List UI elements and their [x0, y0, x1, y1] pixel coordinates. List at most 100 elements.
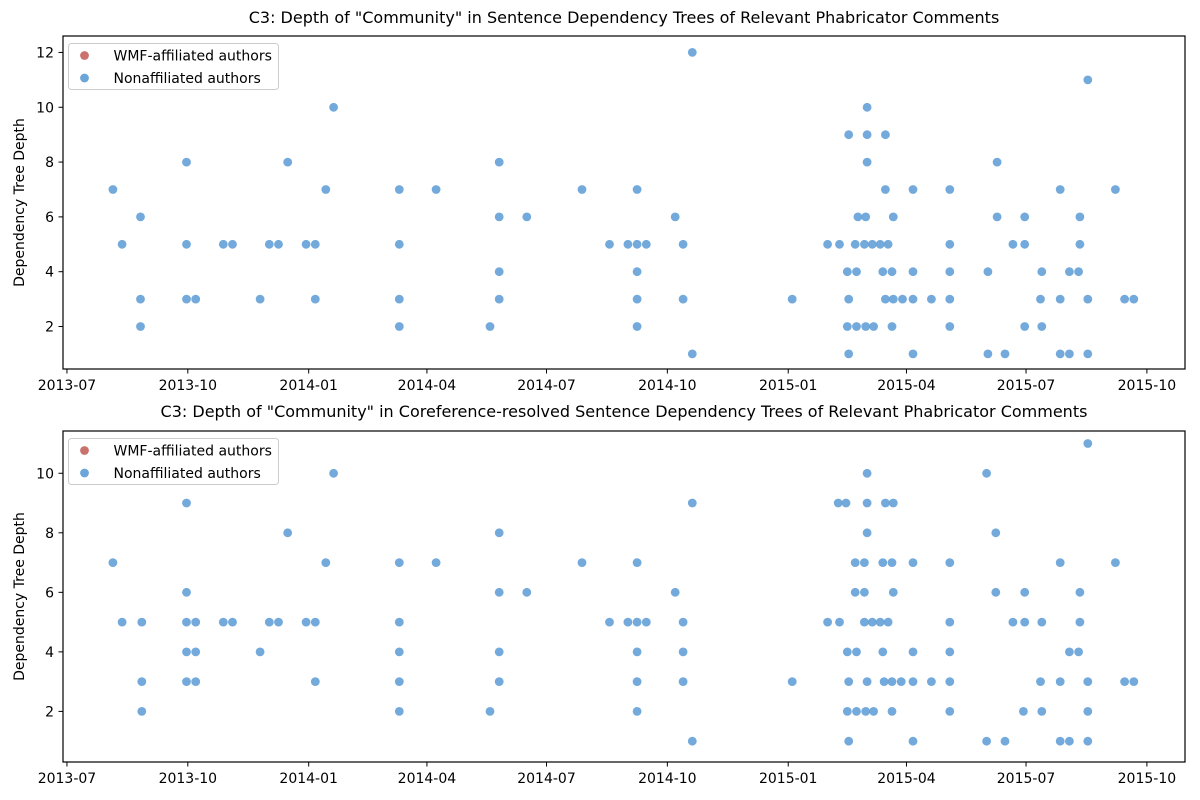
data-point [862, 130, 872, 140]
data-point [1020, 587, 1030, 597]
data-point [862, 498, 872, 508]
data-point [1037, 707, 1047, 716]
data-point [494, 157, 504, 167]
data-point [867, 239, 877, 249]
x-tick-label: 2013-07 [38, 378, 97, 394]
data-point [283, 157, 293, 167]
data-point [945, 707, 955, 716]
data-point [641, 239, 651, 249]
legend: WMF-affiliated authors Nonaffiliated auth… [68, 438, 279, 485]
data-point [887, 707, 897, 716]
data-point [1008, 239, 1018, 249]
data-point [881, 130, 890, 140]
data-point [1111, 185, 1120, 194]
data-point [494, 267, 504, 277]
data-point [522, 587, 532, 597]
x-tick-label: 2014-07 [517, 771, 576, 787]
axes-spines [62, 430, 1186, 763]
data-point [255, 294, 265, 304]
data-point [908, 185, 918, 194]
data-point [117, 239, 127, 249]
data-point [494, 677, 504, 686]
series-nonaffiliated-authors [108, 439, 1139, 746]
data-point [908, 677, 918, 686]
data-point [787, 294, 797, 304]
data-point [1055, 185, 1065, 194]
data-point [1055, 294, 1065, 304]
data-point [632, 294, 642, 304]
data-point [860, 587, 869, 597]
data-point [678, 617, 688, 627]
data-point [1020, 617, 1030, 627]
data-point [1020, 212, 1030, 222]
data-point [1055, 349, 1065, 359]
data-point [862, 528, 872, 538]
data-point [844, 349, 854, 359]
legend-label: Nonaffiliated authors [114, 71, 261, 87]
data-point [218, 239, 228, 249]
data-point [908, 558, 918, 567]
data-point [835, 617, 844, 627]
data-point [632, 185, 642, 194]
x-tick-label: 2014-04 [398, 771, 457, 787]
data-point [687, 48, 697, 57]
x-tick-label: 2013-07 [38, 771, 97, 787]
data-point [1075, 587, 1085, 597]
data-point [908, 267, 918, 277]
data-point [137, 707, 147, 716]
data-point [861, 322, 871, 331]
data-point [945, 647, 955, 657]
legend-label: WMF-affiliated authors [114, 49, 272, 65]
data-point [844, 294, 854, 304]
data-point [1075, 239, 1085, 249]
x-tick-label: 2015-01 [759, 378, 818, 394]
data-point [983, 267, 993, 277]
data-point [182, 617, 191, 627]
legend-label: Nonaffiliated authors [114, 466, 261, 482]
data-point [678, 239, 688, 249]
legend-box [68, 43, 279, 90]
data-point [853, 212, 863, 222]
data-point [264, 617, 274, 627]
data-point [632, 617, 642, 627]
data-point [632, 707, 642, 716]
data-point [1020, 322, 1030, 331]
y-tick-label: 6 [45, 585, 54, 601]
data-point [329, 102, 338, 112]
data-point [787, 677, 797, 686]
data-point [1055, 558, 1065, 567]
data-point [875, 239, 885, 249]
data-point [1065, 267, 1074, 277]
data-point [182, 498, 191, 508]
data-point [394, 294, 404, 304]
legend-marker-nonaffiliated [80, 468, 89, 478]
data-point [875, 617, 885, 627]
data-point [1083, 677, 1093, 686]
data-point [860, 239, 869, 249]
data-point [136, 322, 145, 331]
data-point [842, 322, 852, 331]
chart-1: 2013-07 2013-10 2014-01 2014-04 2014-07 2014-… [12, 8, 1186, 394]
data-point [927, 294, 936, 304]
data-point [394, 239, 404, 249]
data-point [1065, 736, 1074, 746]
data-point [1111, 558, 1120, 567]
data-point [394, 185, 404, 194]
data-point [945, 677, 955, 686]
data-point [878, 267, 888, 277]
data-point [136, 294, 145, 304]
data-point [869, 707, 878, 716]
x-tick-label: 2015-04 [877, 771, 936, 787]
data-point [860, 617, 869, 627]
data-point [182, 647, 191, 657]
data-point [1083, 707, 1093, 716]
data-point [842, 647, 852, 657]
data-point [945, 267, 955, 277]
data-point [888, 294, 898, 304]
data-point [108, 558, 118, 567]
data-point [1036, 677, 1045, 686]
data-point [896, 677, 906, 686]
y-tick-label: 12 [36, 45, 54, 61]
data-point [908, 736, 918, 746]
